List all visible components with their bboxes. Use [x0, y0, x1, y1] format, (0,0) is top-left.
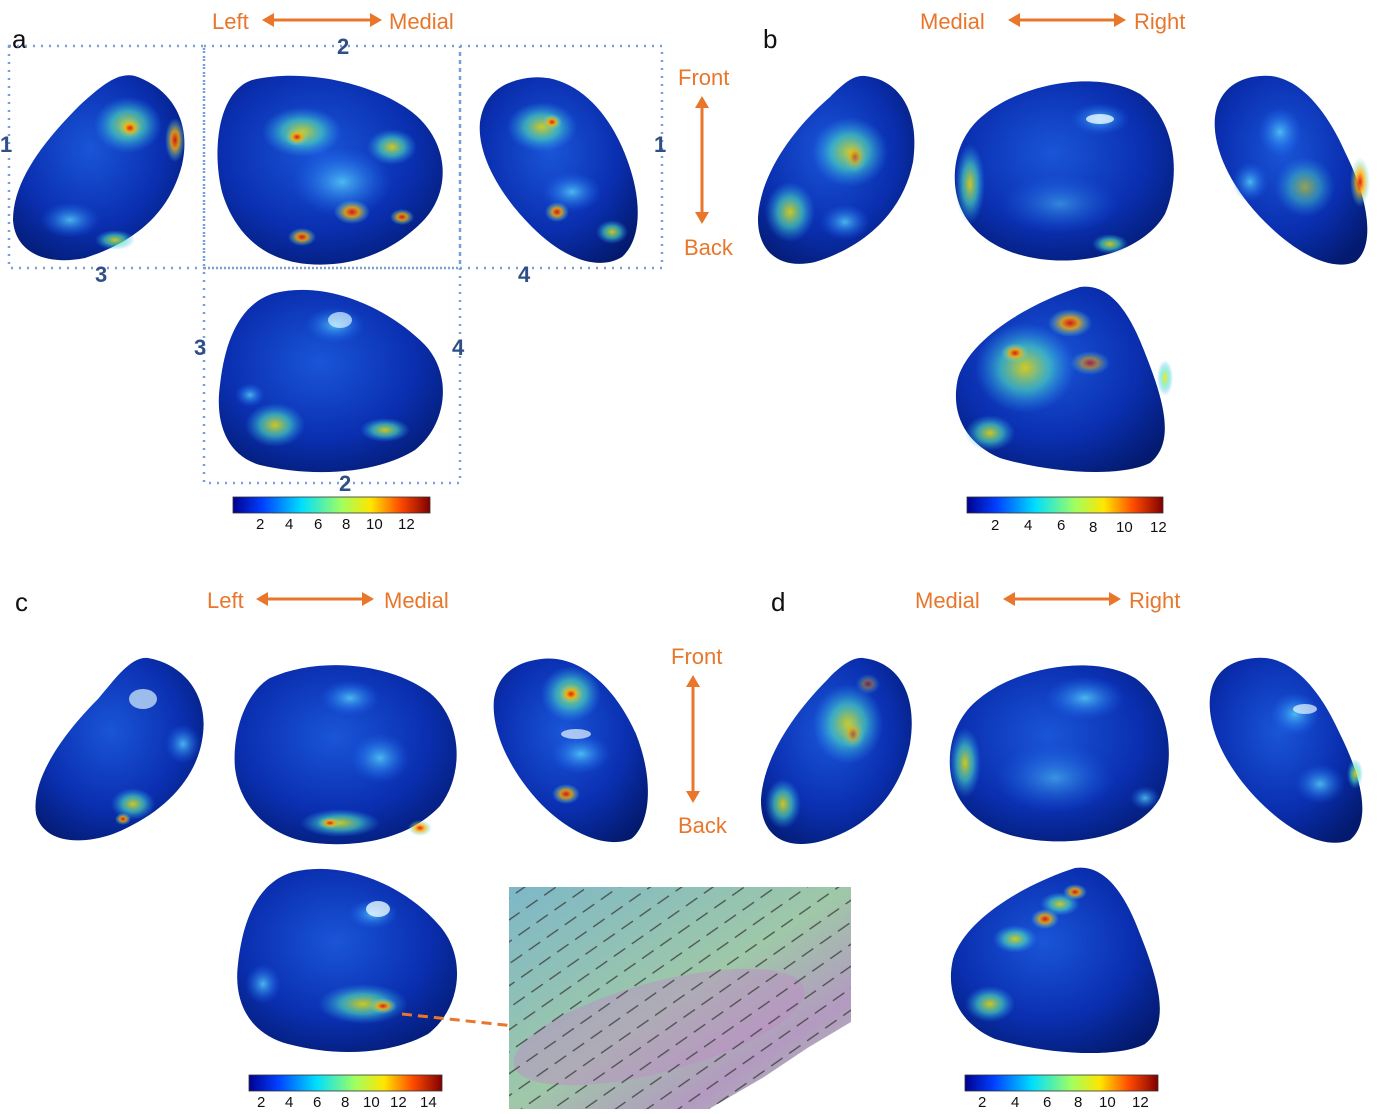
back-label-bottom: Back	[678, 813, 727, 838]
front-label-top: Front	[678, 65, 730, 90]
panel-c-view-4-shape	[237, 868, 458, 1053]
panel-b-right-label: Right	[1134, 9, 1186, 34]
front-back-arrow-top	[695, 96, 709, 224]
panel-c-colorbar-tick: 2	[257, 1094, 266, 1111]
panel-b-colorbar-tick: 12	[1150, 519, 1167, 536]
panel-c-zoom-inset	[509, 887, 851, 1109]
panel-a-colorbar-tick: 12	[398, 516, 415, 533]
panel-a-view-number-3-side: 3	[194, 335, 207, 360]
panel-b-colorbar-tick: 10	[1116, 519, 1133, 536]
panel-c-letter: c	[15, 587, 28, 617]
panel-a-view-number-3-bottom: 3	[95, 262, 108, 287]
panel-a-view-number-4-bottom: 4	[518, 262, 531, 287]
panel-d-letter: d	[771, 587, 786, 617]
panel-d-view-3-shape	[1209, 657, 1363, 843]
panel-d-colorbar-tick: 6	[1043, 1094, 1052, 1111]
panel-a-view-number-2-top: 2	[337, 34, 350, 59]
panel-b-colorbar-tick: 6	[1057, 517, 1066, 534]
panel-a-colorbar-tick: 6	[314, 516, 323, 533]
panel-d-colorbar-tick: 10	[1099, 1094, 1116, 1111]
panel-b-view-1-shape	[757, 75, 915, 264]
panel-a-view-number-2-bottom: 2	[339, 471, 352, 496]
panel-b-view-2-shape	[954, 81, 1174, 261]
panel-d-view-2-shape	[949, 665, 1169, 842]
panel-b-colorbar-tick: 2	[991, 517, 1000, 534]
panel-d-colorbar-tick: 8	[1074, 1094, 1083, 1111]
front-back-arrow-bottom	[686, 675, 700, 803]
panel-c-view-1-shape	[35, 657, 204, 841]
panel-a-colorbar-tick: 8	[342, 516, 351, 533]
panel-a-view-frames	[7, 44, 664, 485]
panel-d-right-label: Right	[1129, 588, 1181, 613]
panel-a-colorbar-tick: 10	[366, 516, 383, 533]
panel-a-colorbar-tick: 4	[285, 516, 294, 533]
panel-a-view-number-1-left: 1	[0, 132, 13, 157]
front-label-bottom: Front	[671, 644, 723, 669]
back-label-top: Back	[684, 235, 733, 260]
panel-a-left-medial-arrow	[262, 13, 382, 27]
panel-d-view-1-shape	[760, 657, 912, 845]
panel-b-colorbar	[966, 496, 1164, 514]
panel-d-colorbar	[964, 1074, 1159, 1092]
panel-c-colorbar-tick: 12	[390, 1094, 407, 1111]
panel-c-colorbar-tick: 4	[285, 1094, 294, 1111]
panel-b-view-3-shape	[1214, 75, 1370, 265]
panel-c-colorbar-tick: 8	[341, 1094, 350, 1111]
panel-d-medial-label: Medial	[915, 588, 980, 613]
panel-a-view-number-4-side: 4	[452, 335, 465, 360]
panel-d-colorbar-tick: 2	[978, 1094, 987, 1111]
panel-b-colorbar-tick: 4	[1024, 517, 1033, 534]
panel-b-letter: b	[763, 24, 778, 54]
panel-a-view-2-shape	[217, 75, 443, 265]
panel-c-view-3-shape	[493, 658, 648, 843]
panel-c-left-medial-arrow	[256, 592, 374, 606]
panel-d-colorbar-tick: 12	[1132, 1094, 1149, 1111]
panel-a-colorbar-tick: 2	[256, 516, 265, 533]
panel-a-medial-label: Medial	[389, 9, 454, 34]
panel-c-left-label: Left	[207, 588, 244, 613]
panel-d-colorbar-tick: 4	[1011, 1094, 1020, 1111]
panel-b-medial-label: Medial	[920, 9, 985, 34]
panel-c-colorbar-tick: 6	[313, 1094, 322, 1111]
panel-b-colorbar-tick: 8	[1089, 519, 1098, 536]
panel-c-colorbar	[248, 1074, 443, 1092]
panel-a-letter: a	[12, 24, 27, 54]
panel-a-colorbar	[232, 496, 431, 514]
panel-a-left-label: Left	[212, 9, 249, 34]
panel-c-colorbar-tick: 14	[420, 1094, 437, 1111]
panel-a-view-number-1-right: 1	[654, 132, 667, 157]
panel-c-medial-label: Medial	[384, 588, 449, 613]
panel-c-colorbar-tick: 10	[363, 1094, 380, 1111]
panel-d-medial-right-arrow	[1003, 592, 1121, 606]
panel-c-view-2-shape	[234, 665, 457, 845]
panel-b-view-4-shape	[955, 286, 1173, 473]
panel-d-view-4-shape	[950, 867, 1160, 1054]
panel-b-medial-right-arrow	[1008, 13, 1126, 27]
panel-a-view-4-shape	[218, 289, 443, 473]
panel-a-view-1-shape	[13, 75, 185, 261]
panel-a-view-3-shape	[479, 77, 638, 263]
